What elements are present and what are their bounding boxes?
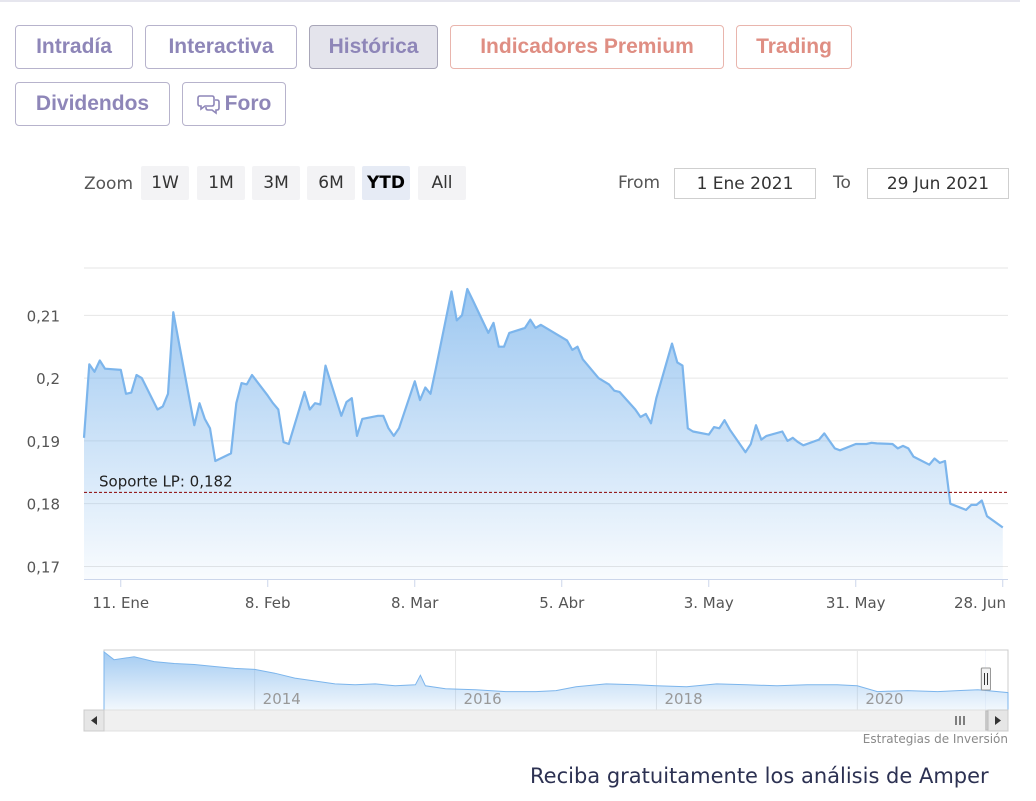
support-label: Soporte LP: 0,182: [99, 472, 233, 490]
navigator-tick-label: 2014: [263, 690, 301, 708]
zoom-button-6m[interactable]: 6M: [307, 166, 355, 200]
y-tick-label: 0,2: [36, 370, 60, 388]
navigator[interactable]: 2014 2016 2018 2020: [103, 649, 1009, 711]
cta-text: Reciba gratuitamente los análisis de Amp…: [530, 764, 989, 788]
zoom-button-1w[interactable]: 1W: [141, 166, 189, 200]
scrollbar-grip-icon: [955, 716, 965, 725]
navigator-tick-label: 2016: [464, 690, 502, 708]
zoom-button-1m[interactable]: 1M: [197, 166, 245, 200]
scrollbar-thumb[interactable]: [985, 710, 989, 731]
navigator-tick-label: 2018: [664, 690, 702, 708]
price-line: [82, 287, 1004, 529]
navigator-ticks: 2014 2016 2018 2020: [263, 690, 904, 708]
navigator-scrollbar[interactable]: [83, 709, 1009, 732]
tab-historica[interactable]: Histórica: [309, 25, 438, 69]
to-date-input[interactable]: 29 Jun 2021: [867, 168, 1009, 199]
from-label: From: [618, 173, 661, 193]
y-tick-label: 0,18: [27, 496, 60, 514]
navigator-area: [103, 650, 1009, 711]
scrollbar-track[interactable]: [83, 709, 1009, 732]
arrow-right-icon: [995, 716, 1001, 725]
x-tick-label: 3. May: [684, 594, 734, 612]
x-tick-label: 31. May: [826, 594, 886, 612]
zoom-button-3m[interactable]: 3M: [252, 166, 300, 200]
y-tick-label: 0,17: [27, 558, 60, 576]
tab-foro[interactable]: Foro: [182, 82, 286, 126]
tab-trading[interactable]: Trading: [736, 25, 852, 69]
y-axis: 0,17 0,18 0,19 0,2 0,21: [27, 307, 60, 576]
price-area: [84, 289, 1003, 579]
zoom-button-all[interactable]: All: [418, 166, 466, 200]
tab-foro-label: Foro: [224, 92, 272, 115]
arrow-left-icon: [91, 716, 97, 725]
chart-credit[interactable]: Estrategias de Inversión: [862, 732, 1008, 746]
navigator-tick-label: 2020: [865, 690, 903, 708]
chat-bubbles-icon: [196, 95, 220, 115]
zoom-button-ytd[interactable]: YTD: [362, 166, 410, 200]
y-tick-label: 0,21: [27, 307, 60, 325]
navigator-handle-right[interactable]: [981, 667, 991, 691]
top-divider: [0, 0, 1020, 2]
x-tick-label: 8. Mar: [391, 594, 439, 612]
zoom-label: Zoom: [84, 174, 134, 194]
tab-indicadores-premium[interactable]: Indicadores Premium: [450, 25, 724, 69]
to-label: To: [833, 173, 851, 193]
from-date-input[interactable]: 1 Ene 2021: [674, 168, 816, 199]
tab-intradia[interactable]: Intradía: [15, 25, 133, 69]
x-tick-label: 8. Feb: [245, 594, 291, 612]
tab-dividendos[interactable]: Dividendos: [15, 82, 170, 126]
x-tick-label: 5. Abr: [539, 594, 585, 612]
y-tick-label: 0,19: [27, 433, 60, 451]
tab-interactiva[interactable]: Interactiva: [145, 25, 297, 69]
x-tick-label: 11. Ene: [92, 594, 149, 612]
x-axis: 11. Ene 8. Feb 8. Mar 5. Abr 3. May 31. May 28…: [92, 579, 1006, 612]
x-tick-label: 28. Jun: [954, 594, 1006, 612]
